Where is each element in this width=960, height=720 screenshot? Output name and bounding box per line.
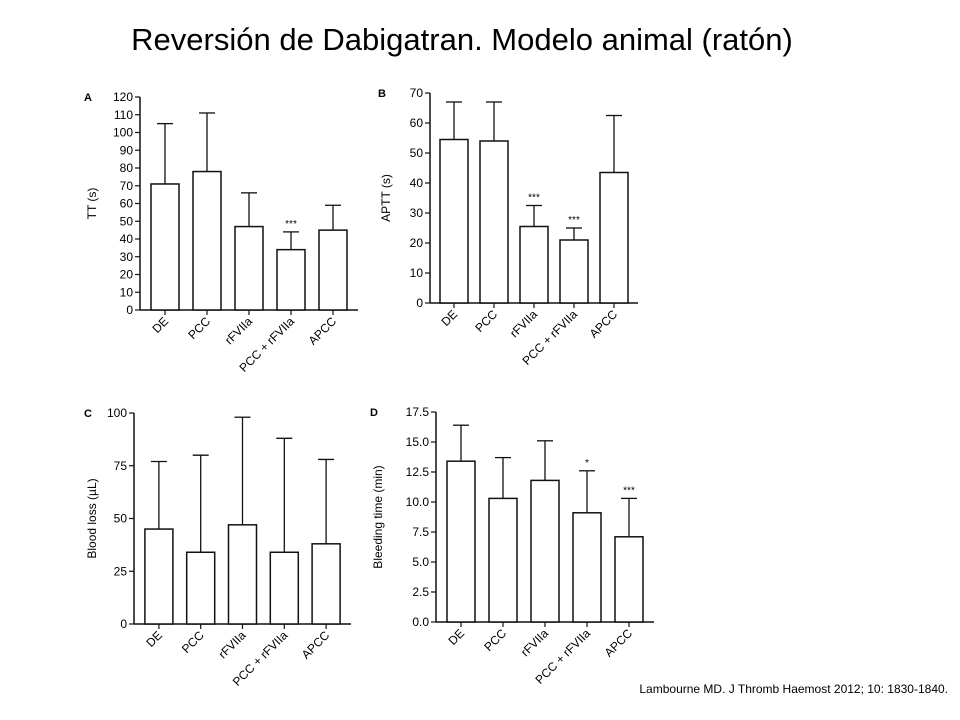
y-tick-label: 60 <box>410 116 424 130</box>
x-tick-label: rFVIIa <box>222 314 255 347</box>
y-axis-label: APTT (s) <box>379 174 393 222</box>
chart-panel-b: B APTT (s) 0 10 20 30 40 50 60 70 DE PCC *** rFVIIa **… <box>378 86 638 368</box>
y-tick-label: 70 <box>410 86 424 100</box>
bar <box>318 229 348 311</box>
bar <box>311 543 341 625</box>
bar <box>192 170 222 311</box>
y-tick-label: 10 <box>410 266 424 280</box>
x-tick-label: DE <box>149 314 171 336</box>
significance-label: *** <box>568 215 580 226</box>
panel-letter: B <box>378 88 386 100</box>
bar <box>446 460 476 623</box>
y-tick-label: 7.5 <box>412 525 429 539</box>
x-tick-label: rFVIIa <box>507 307 540 340</box>
y-tick-label: 2.5 <box>412 585 429 599</box>
y-tick-label: 0 <box>416 296 423 310</box>
y-tick-label: 50 <box>410 146 424 160</box>
chart-panel-d: D Bleeding time (min) 0.0 2.5 5.0 7.5 10.0 12.5… <box>370 405 654 687</box>
bar <box>227 524 258 625</box>
panel-letter: D <box>370 407 378 419</box>
y-tick-label: 50 <box>120 214 134 228</box>
bar <box>488 497 518 623</box>
y-tick-label: 120 <box>113 90 133 104</box>
y-tick-label: 75 <box>114 459 128 473</box>
y-tick-label: 25 <box>114 564 128 578</box>
y-tick-label: 30 <box>410 206 424 220</box>
y-tick-label: 100 <box>113 126 133 140</box>
bar <box>479 140 509 304</box>
y-tick-label: 20 <box>410 236 424 250</box>
y-tick-label: 5.0 <box>412 555 429 569</box>
y-tick-label: 90 <box>120 143 134 157</box>
y-axis-label: Blood loss (µL) <box>85 478 99 558</box>
x-tick-label: APCC <box>587 307 621 341</box>
bar <box>144 528 174 625</box>
bar <box>614 536 644 623</box>
bar <box>276 248 306 311</box>
x-tick-label: APCC <box>299 628 333 662</box>
bar <box>572 512 602 623</box>
bar <box>530 479 560 623</box>
x-tick-label: rFVIIa <box>216 628 249 661</box>
bar <box>519 225 549 304</box>
x-tick-label: PCC <box>185 314 213 342</box>
significance-label: *** <box>623 485 635 496</box>
y-tick-label: 40 <box>120 232 134 246</box>
y-tick-label: 30 <box>120 250 134 264</box>
significance-label: *** <box>285 219 297 230</box>
significance-label: * <box>585 458 589 469</box>
y-tick-label: 20 <box>120 268 134 282</box>
panel-letter: C <box>84 408 92 420</box>
y-tick-label: 15.0 <box>406 435 430 449</box>
y-tick-label: 0 <box>120 617 127 631</box>
x-tick-label: DE <box>143 628 165 650</box>
bar <box>599 171 629 304</box>
significance-label: *** <box>528 193 540 204</box>
y-axis-label: TT (s) <box>85 188 99 220</box>
x-tick-label: PCC <box>179 628 207 656</box>
bar <box>439 138 469 304</box>
slide-title: Reversión de Dabigatran. Modelo animal (… <box>131 22 793 57</box>
bar <box>234 225 264 311</box>
y-tick-label: 10.0 <box>406 495 430 509</box>
bar <box>269 551 300 625</box>
y-tick-label: 12.5 <box>406 465 430 479</box>
y-tick-label: 70 <box>120 179 134 193</box>
chart-panel-a: A TT (s) 0 10 20 30 40 50 60 70 80 90 100 110 120 DE PCC… <box>84 90 358 375</box>
x-tick-label: DE <box>438 307 460 329</box>
x-tick-label: PCC <box>472 307 500 335</box>
y-tick-label: 0 <box>126 303 133 317</box>
x-tick-label: rFVIIa <box>518 626 551 659</box>
bar <box>185 551 216 625</box>
citation: Lambourne MD. J Thromb Haemost 2012; 10:… <box>639 682 948 696</box>
y-axis-label: Bleeding time (min) <box>371 465 385 568</box>
y-tick-label: 60 <box>120 197 134 211</box>
y-tick-label: 100 <box>107 406 127 420</box>
y-tick-label: 50 <box>114 512 128 526</box>
bar <box>559 239 589 304</box>
panel-letter: A <box>84 92 92 104</box>
y-tick-label: 110 <box>114 108 133 122</box>
y-tick-label: 80 <box>120 161 134 175</box>
x-tick-label: DE <box>445 626 467 648</box>
x-tick-label: APCC <box>306 314 340 348</box>
y-tick-label: 40 <box>410 176 424 190</box>
x-tick-label: APCC <box>602 626 636 660</box>
bar <box>150 183 180 311</box>
y-tick-label: 10 <box>120 285 134 299</box>
x-tick-label: PCC <box>481 626 509 654</box>
y-tick-label: 0.0 <box>412 615 429 629</box>
y-tick-label: 17.5 <box>406 405 430 419</box>
